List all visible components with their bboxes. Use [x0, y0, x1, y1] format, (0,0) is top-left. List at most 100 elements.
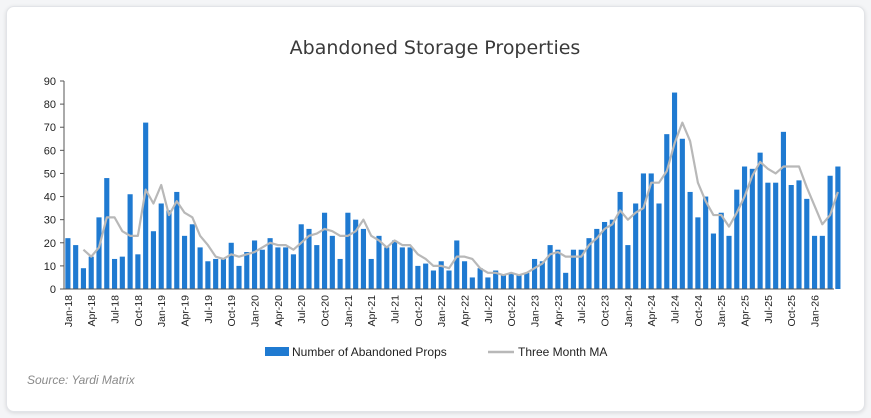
bar	[780, 131, 787, 289]
bar	[197, 247, 203, 289]
x-tick-label: Apr-18	[86, 295, 98, 327]
bar	[757, 152, 763, 289]
bar	[734, 189, 740, 289]
bar	[570, 249, 577, 289]
y-tick-label: 40	[44, 192, 56, 204]
bar	[360, 228, 367, 289]
bar	[516, 275, 522, 289]
bar	[189, 224, 195, 289]
bar	[461, 261, 468, 289]
bar	[423, 263, 429, 289]
bar	[671, 92, 678, 289]
x-tick-label: Oct-24	[693, 295, 705, 327]
bar	[415, 265, 421, 289]
bar	[430, 270, 437, 289]
bar	[111, 258, 118, 289]
bar	[531, 258, 538, 289]
bar	[353, 219, 359, 289]
x-tick-label: Jul-21	[390, 295, 402, 324]
x-tick-label: Oct-22	[506, 295, 518, 327]
legend-label-line: Three Month MA	[518, 345, 607, 359]
bar	[244, 252, 250, 289]
y-tick-label: 30	[44, 215, 56, 227]
bar	[539, 261, 545, 289]
bar	[524, 272, 530, 289]
bar	[267, 238, 273, 289]
bar	[213, 258, 219, 289]
x-tick-label: Jan-20	[250, 295, 262, 327]
bar	[80, 268, 87, 289]
bar	[687, 191, 693, 289]
bar	[407, 247, 413, 289]
x-tick-label: Jul-19	[203, 295, 215, 324]
bar	[578, 249, 584, 289]
x-tick-label: Apr-24	[646, 295, 658, 327]
x-tick-label: Apr-25	[740, 295, 752, 327]
bar	[150, 231, 157, 289]
bar	[454, 240, 460, 289]
chart-title: Abandoned Storage Properties	[290, 37, 581, 59]
bar	[493, 270, 499, 289]
x-tick-label: Jul-20	[296, 295, 308, 324]
bar	[640, 173, 647, 289]
legend-label-bars: Number of Abandoned Props	[292, 345, 447, 359]
bar	[741, 166, 748, 289]
bar	[563, 272, 569, 289]
x-tick-label: Apr-22	[460, 295, 472, 327]
bar	[446, 270, 452, 289]
bar	[500, 275, 507, 289]
bar	[119, 256, 125, 289]
bar	[796, 180, 802, 289]
bar	[819, 235, 825, 289]
bar	[96, 217, 102, 289]
y-tick-label: 90	[44, 76, 56, 88]
x-axis: Jan-18 Apr-18 Jul-18 Oct-18 Jan-19 Apr-19 Jul-…	[63, 288, 834, 327]
x-tick-label: Jan-18	[63, 295, 75, 327]
bar	[718, 212, 724, 289]
y-tick-label: 60	[44, 145, 56, 157]
y-tick-label: 20	[44, 238, 56, 250]
x-tick-label: Jan-21	[343, 295, 355, 327]
y-tick-label: 0	[50, 284, 56, 296]
line-series	[82, 121, 839, 277]
bar	[827, 175, 833, 289]
bar	[321, 212, 328, 289]
bar	[656, 203, 662, 289]
bar	[586, 238, 592, 289]
bar	[205, 261, 211, 289]
y-tick-label: 80	[44, 99, 56, 111]
bar	[547, 245, 553, 289]
bar	[314, 245, 320, 289]
x-tick-label: Oct-20	[320, 295, 332, 327]
bar	[283, 247, 289, 289]
x-tick-label: Jan-19	[156, 295, 168, 327]
x-tick-label: Oct-21	[413, 295, 425, 327]
bar	[306, 228, 312, 289]
bar	[695, 217, 701, 289]
x-tick-label: Apr-21	[366, 295, 378, 327]
source-note: Source: Yardi Matrix	[27, 373, 136, 387]
bar	[710, 233, 717, 289]
x-tick-label: Jul-18	[110, 295, 122, 324]
bar	[625, 245, 631, 289]
bar	[143, 122, 149, 289]
bar	[228, 242, 234, 289]
bar	[804, 198, 810, 289]
legend: Number of Abandoned Props Three Month MA	[265, 345, 607, 359]
bar	[158, 203, 164, 289]
bar	[337, 258, 343, 289]
bar	[345, 212, 351, 289]
bar	[329, 235, 335, 289]
x-tick-label: Jan-24	[623, 295, 635, 327]
bar	[477, 268, 483, 289]
x-tick-label: Apr-20	[273, 295, 285, 327]
x-tick-label: Oct-23	[600, 295, 612, 327]
bar	[376, 235, 382, 289]
x-tick-label: Jan-23	[530, 295, 542, 327]
x-tick-label: Jul-23	[576, 295, 588, 324]
bar	[601, 221, 608, 289]
bar	[181, 235, 188, 289]
bar	[773, 182, 779, 289]
legend-swatch-bars	[265, 347, 289, 356]
bar	[835, 166, 841, 289]
